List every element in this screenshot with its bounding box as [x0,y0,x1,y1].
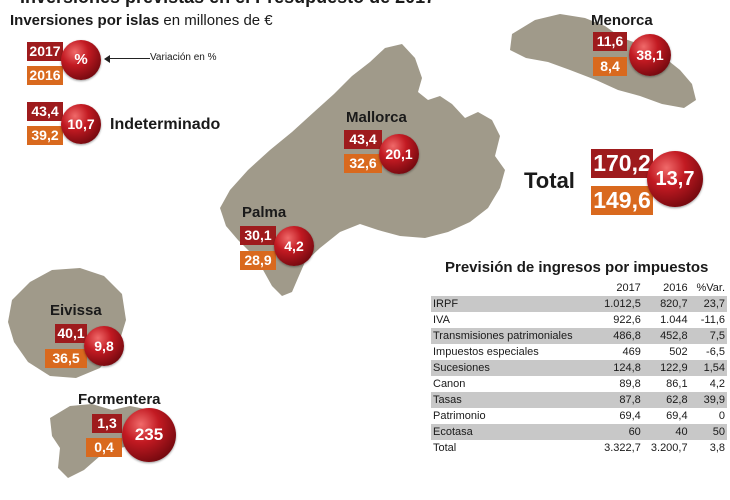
row-value: 7,5 [689,328,727,344]
header-2016: 2016 [663,282,688,294]
eivissa-2017-value: 40,1 [55,324,87,343]
page-subtitle: Inversiones por islas en millones de € [10,12,273,29]
tax-table: 2017 2016 %Var. IRPF 1.012,5 820,7 23,7 IVA 9… [431,280,727,456]
mallorca-2017-value: 43,4 [344,130,382,149]
row-concept: Transmisiones patrimoniales [431,328,597,344]
menorca-name-label: Menorca [591,12,653,29]
header-var: %Var. [696,282,725,294]
mallorca-2016-value: 32,6 [344,154,382,173]
row-value: -6,5 [706,346,725,358]
subtitle-bold: Inversiones por islas [10,12,160,29]
row-value: 87,8 [596,392,643,408]
indeterminado-2016: 39,2 [27,126,63,145]
row-value: 486,8 [596,328,643,344]
header-concept [431,280,596,296]
palma-2016-value: 28,9 [240,251,276,270]
legend-pct-circle: % [61,40,101,80]
table-row: Ecotasa 60 40 50 [431,424,727,440]
eivissa-variation-circle: 9,8 [84,326,124,366]
mallorca-name-label: Mallorca [346,109,407,126]
table-row: Transmisiones patrimoniales 486,8 452,8 7,5 [431,328,727,344]
menorca-2016-value: 8,4 [593,57,627,76]
row-concept: Patrimonio [433,410,486,422]
palma-name-label: Palma [242,204,287,221]
row-value: 124,8 [596,360,643,376]
palma-2017-value: 30,1 [240,226,276,245]
row-value: 60 [596,424,643,440]
row-concept: Impuestos especiales [433,346,539,358]
formentera-2017-value: 1,3 [92,414,122,433]
row-value: 1.012,5 [596,296,643,312]
row-value: 86,1 [666,378,688,390]
tax-table-title: Previsión de ingresos por impuestos [445,259,709,276]
indeterminado-2017: 43,4 [27,102,63,121]
row-value: 89,8 [619,378,641,390]
row-value: 0 [718,410,725,422]
row-value: 40 [642,424,690,440]
menorca-variation-circle: 38,1 [629,34,671,76]
row-value: 4,2 [709,378,725,390]
table-row: Total 3.322,7 3.200,7 3,8 [431,440,727,456]
row-concept: IVA [433,314,450,326]
row-value: 1,54 [689,360,727,376]
row-value: 1.044 [660,314,688,326]
table-row: Canon 89,8 86,1 4,2 [431,376,727,392]
row-value: 469 [622,346,641,358]
table-row: Sucesiones 124,8 122,9 1,54 [431,360,727,376]
total-name-label: Total [524,168,575,193]
subtitle-units: en millones de € [159,12,273,29]
row-value: 23,7 [689,296,727,312]
indeterminado-label: Indeterminado [110,116,221,133]
row-value: 502 [669,346,688,358]
total-2016-value: 149,6 [591,186,653,215]
row-value: 3.322,7 [604,442,641,454]
eivissa-2016-value: 36,5 [45,349,87,368]
row-value: 62,8 [642,392,690,408]
arrow-icon [104,55,110,63]
row-value: 3.200,7 [650,442,688,454]
row-concept: Total [433,442,457,454]
row-value: 820,7 [642,296,690,312]
formentera-variation-circle: 235 [122,408,176,462]
arrow-line [108,58,150,59]
row-value: 50 [689,424,727,440]
row-concept: Canon [433,378,466,390]
row-value: 69,4 [666,410,688,422]
tax-table-header-row: 2017 2016 %Var. [431,280,727,296]
legend-2016-box: 2016 [27,66,63,85]
page-title: Inversiones previstas en el Presupuesto … [20,0,435,8]
total-variation-circle: 13,7 [647,151,703,207]
formentera-2016-value: 0,4 [86,438,122,457]
palma-variation-circle: 4,2 [274,226,314,266]
indeterminado-var: 10,7 [61,104,101,144]
total-2017-value: 170,2 [591,149,653,178]
row-concept: Sucesiones [431,360,597,376]
menorca-2017-value: 11,6 [593,32,627,51]
mallorca-variation-circle: 20,1 [379,134,419,174]
formentera-name-label: Formentera [78,391,161,408]
row-value: 922,6 [613,314,641,326]
row-value: 3,8 [709,442,725,454]
row-concept: IRPF [431,296,597,312]
legend-2017-box: 2017 [27,42,63,61]
row-value: 69,4 [619,410,641,422]
row-value: -11,6 [700,314,725,326]
row-concept: Tasas [431,392,597,408]
row-concept: Ecotasa [431,424,597,440]
table-row: IRPF 1.012,5 820,7 23,7 [431,296,727,312]
row-value: 122,9 [642,360,690,376]
row-value: 452,8 [642,328,690,344]
table-row: Impuestos especiales 469 502 -6,5 [431,344,727,360]
eivissa-name-label: Eivissa [50,302,102,319]
table-row: IVA 922,6 1.044 -11,6 [431,312,727,328]
header-2017: 2017 [616,282,641,294]
table-row: Patrimonio 69,4 69,4 0 [431,408,727,424]
row-value: 39,9 [689,392,727,408]
table-row: Tasas 87,8 62,8 39,9 [431,392,727,408]
legend-variation-label: Variación en % [150,52,217,63]
